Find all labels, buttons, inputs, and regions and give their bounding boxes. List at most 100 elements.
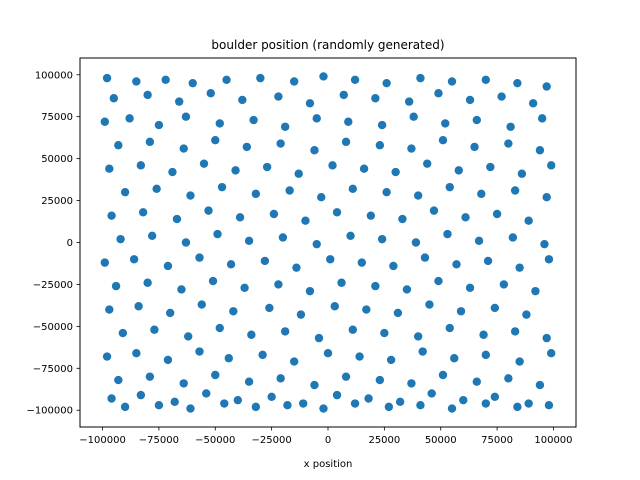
y-tick-label: −25000 xyxy=(33,280,73,291)
scatter-point xyxy=(102,73,112,83)
scatter-point xyxy=(317,193,326,202)
scatter-point xyxy=(427,389,436,398)
scatter-point xyxy=(481,75,491,85)
scatter-point xyxy=(132,349,141,358)
scatter-point xyxy=(179,379,188,388)
scatter-point xyxy=(280,122,290,131)
scatter-point xyxy=(278,233,288,242)
y-tick-label: 100000 xyxy=(35,70,73,81)
scatter-point xyxy=(109,94,119,103)
scatter-point xyxy=(438,370,448,380)
scatter-point xyxy=(544,401,554,410)
x-tick-label: 25000 xyxy=(368,435,400,446)
scatter-point xyxy=(208,276,218,286)
scatter-point xyxy=(100,117,110,126)
scatter-point xyxy=(165,308,175,318)
x-tick-label: 50000 xyxy=(425,435,457,446)
scatter-point xyxy=(445,323,454,333)
scatter-point xyxy=(404,97,414,106)
scatter-point xyxy=(547,349,556,358)
scatter-point xyxy=(386,355,396,365)
scatter-point xyxy=(456,307,466,316)
scatter-point xyxy=(238,95,247,105)
scatter-point xyxy=(429,206,439,215)
scatter-point xyxy=(195,347,204,356)
scatter-point xyxy=(470,142,479,152)
scatter-point xyxy=(544,255,554,264)
scatter-point xyxy=(226,260,236,269)
scatter-point xyxy=(375,141,385,150)
scatter-point xyxy=(350,399,360,408)
scatter-point xyxy=(481,399,491,408)
scatter-point xyxy=(233,395,243,405)
scatter-point xyxy=(542,82,551,91)
scatter-point xyxy=(258,350,267,360)
scatter-point xyxy=(364,394,373,403)
scatter-point xyxy=(420,253,430,262)
scatter-point xyxy=(434,276,443,286)
scatter-point xyxy=(393,308,403,318)
scatter-point xyxy=(490,303,500,313)
scatter-point xyxy=(413,191,423,200)
scatter-point xyxy=(136,390,146,400)
scatter-point xyxy=(528,99,538,108)
scatter-point xyxy=(170,397,179,407)
scatter-point xyxy=(143,90,152,100)
scatter-point xyxy=(186,404,195,413)
scatter-point xyxy=(301,216,310,225)
scatter-point xyxy=(418,347,427,356)
scatter-point xyxy=(143,278,152,287)
scatter-point xyxy=(355,352,364,361)
scatter-point xyxy=(213,229,222,239)
scatter-point xyxy=(305,99,315,108)
scatter-point xyxy=(107,394,116,403)
chart-title: boulder position (randomly generated) xyxy=(211,38,444,52)
scatter-point xyxy=(231,166,240,175)
scatter-point xyxy=(114,141,123,150)
scatter-point xyxy=(172,214,182,224)
scatter-point xyxy=(244,236,254,246)
y-tick-label: −75000 xyxy=(33,364,73,375)
scatter-point xyxy=(438,135,448,145)
x-tick-label: 100000 xyxy=(534,435,572,446)
scatter-point xyxy=(515,357,524,366)
scatter-point xyxy=(371,281,380,291)
scatter-point xyxy=(346,231,355,240)
scatter-point xyxy=(175,97,184,106)
y-tick-label: 25000 xyxy=(41,196,73,207)
scatter-point xyxy=(531,286,540,296)
scatter-point xyxy=(524,399,533,408)
scatter-point xyxy=(269,209,279,219)
scatter-point xyxy=(147,231,157,240)
x-tick-label: −25000 xyxy=(252,435,292,446)
scatter-point xyxy=(197,300,206,309)
scatter-point xyxy=(377,120,387,130)
scatter-point xyxy=(375,375,385,385)
scatter-point xyxy=(283,401,292,410)
scatter-point xyxy=(474,236,484,246)
scatter-point xyxy=(154,401,164,410)
scatter-point xyxy=(411,238,421,247)
scatter-point xyxy=(229,307,238,316)
scatter-point xyxy=(251,402,261,412)
scatter-point xyxy=(486,162,495,172)
scatter-point xyxy=(407,379,416,388)
scatter-point xyxy=(211,370,220,380)
scatter-point xyxy=(542,333,551,343)
scatter-point xyxy=(382,78,391,88)
scatter-point xyxy=(107,211,116,220)
y-tick-label: 0 xyxy=(67,238,73,249)
scatter-point xyxy=(163,355,173,365)
scatter-point xyxy=(188,78,197,88)
scatter-point xyxy=(154,120,164,130)
scatter-point xyxy=(535,380,545,390)
scatter-point xyxy=(513,402,522,412)
scatter-point xyxy=(294,169,303,178)
scatter-point xyxy=(423,159,432,168)
scatter-point xyxy=(152,184,161,194)
scatter-point xyxy=(267,392,276,402)
scatter-point xyxy=(328,161,337,170)
scatter-point xyxy=(211,135,220,145)
scatter-point xyxy=(276,374,285,383)
